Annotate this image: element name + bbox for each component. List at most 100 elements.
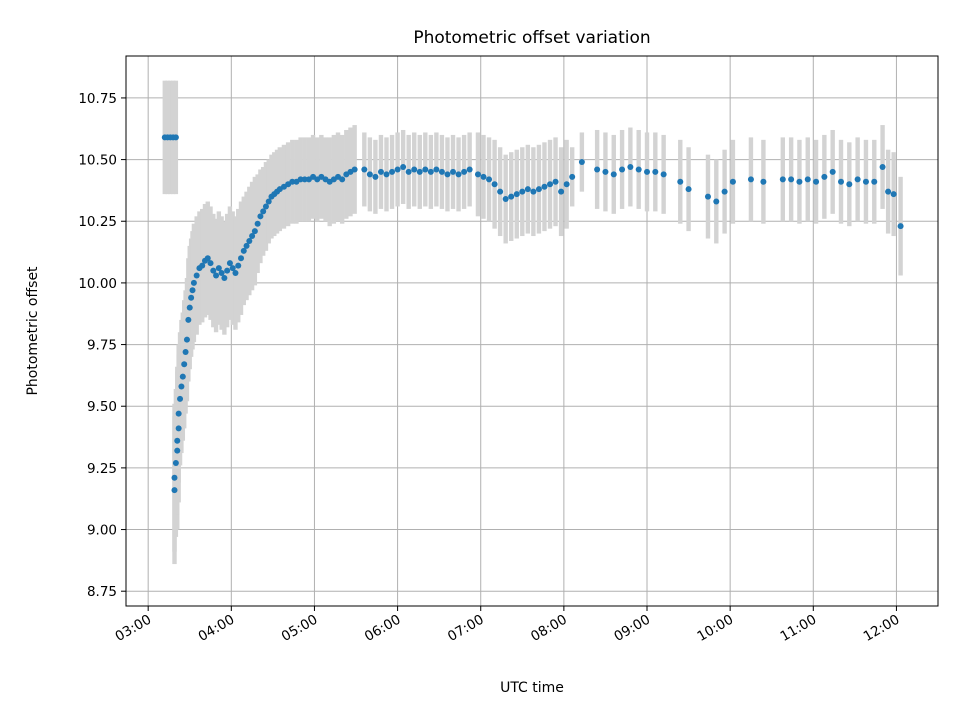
data-point (416, 168, 423, 175)
data-point (461, 168, 468, 175)
data-point (260, 208, 267, 215)
data-point (179, 373, 186, 380)
data-point (497, 188, 504, 195)
data-point (178, 383, 185, 390)
data-point (405, 168, 412, 175)
data-point (204, 255, 211, 262)
data-point (215, 265, 222, 272)
data-point (677, 178, 684, 185)
y-tick-label: 8.75 (87, 584, 117, 600)
y-tick-label: 10.50 (78, 153, 117, 169)
data-point (502, 196, 509, 203)
y-tick-label: 10.25 (78, 214, 117, 230)
y-tick-label: 10.00 (78, 276, 117, 292)
data-point (351, 166, 358, 173)
data-point (185, 316, 192, 323)
data-point (422, 166, 429, 173)
data-point (361, 166, 368, 173)
plot-area-frame (125, 55, 939, 607)
data-point (721, 188, 728, 195)
data-point (704, 193, 711, 200)
data-point (486, 176, 493, 183)
data-point (578, 159, 585, 166)
data-point (552, 178, 559, 185)
data-point (221, 274, 228, 281)
data-point (243, 242, 250, 249)
data-point (172, 134, 179, 141)
data-points (161, 134, 904, 494)
data-point (210, 267, 217, 274)
data-point (821, 173, 828, 180)
data-point (541, 183, 548, 190)
data-point (297, 176, 304, 183)
data-point (226, 260, 233, 267)
data-point (301, 176, 308, 183)
data-point (411, 166, 418, 173)
data-point (394, 166, 401, 173)
data-point (466, 166, 473, 173)
data-point (729, 178, 736, 185)
data-point (377, 168, 384, 175)
data-point (199, 262, 206, 269)
data-point (171, 487, 178, 494)
data-point (760, 178, 767, 185)
data-point (513, 191, 520, 198)
chart-title: Photometric offset variation (413, 28, 650, 48)
data-point (660, 171, 667, 178)
y-tick-label: 9.00 (87, 523, 117, 539)
data-point (372, 173, 379, 180)
data-point (366, 171, 373, 178)
data-point (846, 181, 853, 188)
data-point (254, 220, 261, 227)
data-point (480, 173, 487, 180)
y-axis-label: Photometric offset (25, 266, 41, 396)
data-point (569, 173, 576, 180)
data-point (530, 188, 537, 195)
data-point (177, 395, 184, 402)
data-point (427, 168, 434, 175)
data-point (879, 163, 886, 170)
data-point (897, 223, 904, 230)
y-axis-ticks: 8.75 9.00 9.25 9.50 9.75 10.00 10.25 10.50 10.75 (78, 91, 126, 600)
data-point (890, 191, 897, 198)
data-point (238, 255, 245, 262)
y-tick-label: 9.75 (87, 338, 117, 354)
data-point (635, 166, 642, 173)
data-point (563, 181, 570, 188)
data-point (246, 237, 253, 244)
data-point (455, 171, 462, 178)
data-point (251, 228, 258, 235)
data-point (862, 178, 869, 185)
data-point (232, 270, 239, 277)
data-point (804, 176, 811, 183)
data-point (171, 474, 178, 481)
data-point (450, 168, 457, 175)
data-point (193, 272, 200, 279)
data-point (444, 171, 451, 178)
data-point (265, 198, 272, 205)
data-point (189, 287, 196, 294)
data-point (594, 166, 601, 173)
data-point (389, 168, 396, 175)
data-point (218, 270, 225, 277)
data-point (181, 361, 188, 368)
data-point (619, 166, 626, 173)
data-point (224, 267, 231, 274)
y-tick-label: 9.50 (87, 399, 117, 415)
data-point (558, 188, 565, 195)
data-point (438, 168, 445, 175)
data-point (508, 193, 515, 200)
x-axis-label: UTC time (500, 680, 564, 696)
data-point (257, 213, 264, 220)
data-point (885, 188, 892, 195)
data-point (547, 181, 554, 188)
data-point (713, 198, 720, 205)
data-point (186, 304, 193, 311)
data-point (602, 168, 609, 175)
data-point (262, 203, 269, 210)
data-point (174, 447, 181, 454)
data-point (182, 348, 189, 355)
data-point (339, 176, 346, 183)
data-point (747, 176, 754, 183)
data-point (829, 168, 836, 175)
